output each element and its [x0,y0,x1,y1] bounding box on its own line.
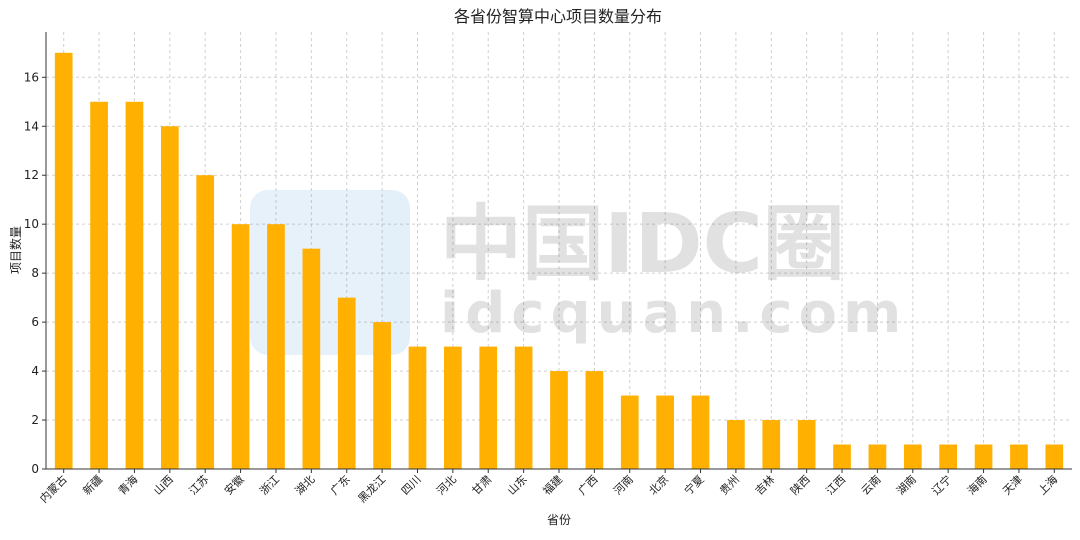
x-tick-label: 广东 [328,473,353,498]
bar [196,175,215,469]
x-tick-label: 吉林 [752,472,777,497]
chart-title: 各省份智算中心项目数量分布 [454,7,662,26]
bar [585,371,604,469]
bar [550,371,568,469]
x-tick-label: 四川 [399,473,424,498]
bar [514,346,533,469]
bar [54,52,73,470]
x-tick-label: 内蒙古 [37,472,70,505]
bar [868,444,887,469]
x-axis-ticks: 内蒙古 新疆 青海 山西 江苏 安徽 浙江 湖北 广东 黑龙江 四川 河北 甘肃 山东 福建 广西 河南 北京 宁夏… [37,469,1060,506]
bar [620,395,639,469]
x-tick-label: 贵州 [717,473,742,498]
bar [479,346,498,469]
bar [125,101,144,470]
bar [1045,444,1064,469]
x-tick-label: 江苏 [187,473,212,498]
x-tick-label: 安徽 [221,472,246,497]
bar [302,248,321,469]
x-tick-label: 黑龙江 [356,473,389,506]
bar [833,444,851,469]
watermark-logo-icon [250,190,410,355]
x-tick-label: 河北 [434,473,459,498]
bar [90,101,108,470]
watermark-url: idcquan.com [440,281,907,346]
bars [54,52,1064,470]
x-tick-label: 新疆 [80,472,105,497]
y-tick-label: 12 [24,168,39,182]
bar [762,420,781,469]
x-tick-label: 湖北 [293,473,318,498]
bar [444,346,462,469]
bar [656,395,674,469]
x-tick-label: 湖南 [894,473,919,498]
watermark-title: 中国IDC圈 [440,197,845,292]
x-tick-label: 甘肃 [470,473,495,498]
x-axis-title: 省份 [547,513,571,527]
y-tick-label: 16 [24,70,39,84]
x-tick-label: 宁夏 [681,472,706,497]
y-tick-label: 10 [24,217,39,231]
x-tick-label: 山西 [151,473,176,498]
watermark: 中国IDC圈 idcquan.com [250,190,907,355]
x-tick-label: 天津 [1000,473,1025,498]
x-tick-label: 福建 [540,472,565,497]
y-tick-label: 2 [31,413,39,427]
bar [373,322,391,469]
bar [903,444,922,469]
x-tick-label: 江西 [823,473,848,498]
x-tick-label: 河南 [611,473,636,498]
y-axis-title: 项目数量 [8,226,23,274]
bar [691,395,710,469]
x-tick-label: 陕西 [787,472,812,497]
x-tick-label: 海南 [964,472,989,497]
bar [1010,444,1028,469]
y-tick-label: 14 [24,119,39,133]
bar [160,126,179,469]
y-tick-label: 4 [31,364,39,378]
x-tick-label: 云南 [859,473,884,498]
x-tick-label: 浙江 [257,473,282,498]
x-tick-label: 山东 [505,473,530,498]
bar [797,420,816,469]
y-tick-label: 8 [31,266,39,280]
x-tick-label: 青海 [115,472,140,497]
y-axis-ticks: 0 2 4 6 8 10 12 14 16 [24,70,46,476]
x-tick-label: 广西 [576,473,601,498]
x-tick-label: 辽宁 [929,472,954,497]
bar [267,224,285,469]
bar [727,420,745,469]
bar [939,444,958,469]
y-tick-label: 0 [31,462,39,476]
bar [231,224,250,469]
bar [974,444,993,469]
bar [337,297,356,469]
x-tick-label: 上海 [1035,472,1060,497]
x-tick-label: 北京 [646,472,671,497]
y-tick-label: 6 [31,315,39,329]
bar [408,346,427,469]
